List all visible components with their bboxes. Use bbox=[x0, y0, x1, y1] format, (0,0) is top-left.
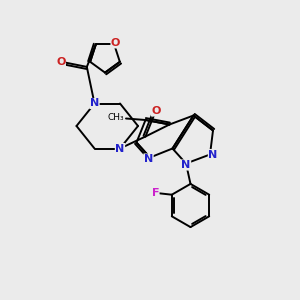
Text: N: N bbox=[182, 160, 190, 170]
Text: O: O bbox=[56, 57, 65, 68]
Text: N: N bbox=[208, 149, 217, 160]
Text: N: N bbox=[90, 98, 99, 109]
Text: F: F bbox=[152, 188, 159, 198]
Text: CH₃: CH₃ bbox=[108, 113, 124, 122]
Text: N: N bbox=[116, 143, 124, 154]
Text: N: N bbox=[144, 154, 153, 164]
Text: O: O bbox=[151, 106, 161, 116]
Text: O: O bbox=[111, 38, 120, 48]
